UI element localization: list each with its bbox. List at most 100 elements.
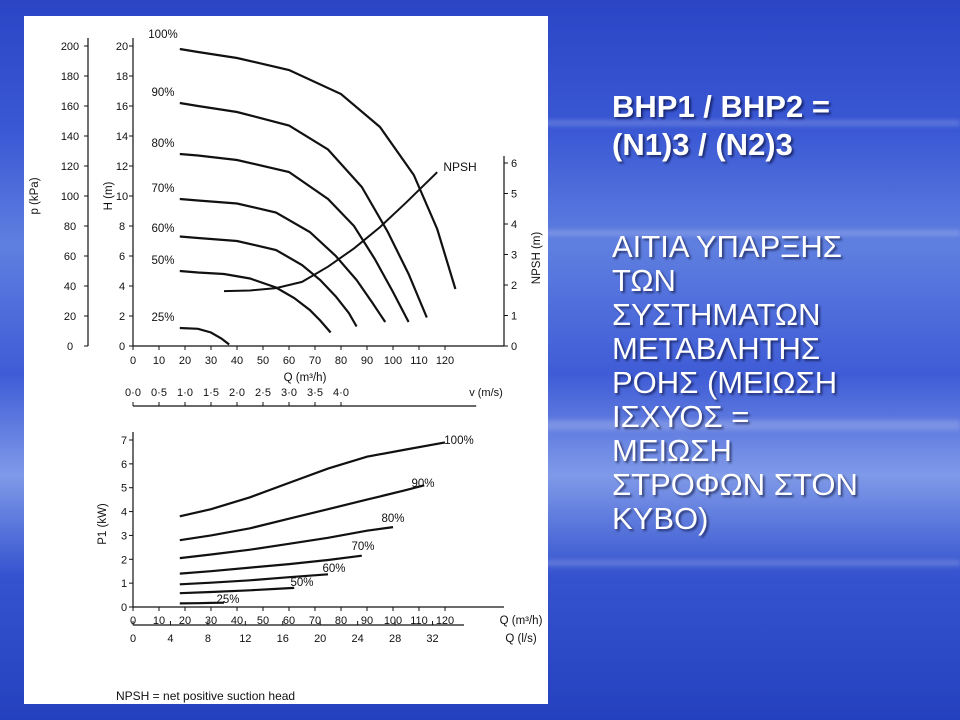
bullet-line: ΜΕΙΩΣΗ bbox=[612, 433, 732, 468]
top-q-tick-label: 60 bbox=[283, 355, 295, 367]
ls-tick-label: 4 bbox=[167, 633, 173, 645]
velocity-tick-label: 3·5 bbox=[307, 387, 323, 399]
head-curve-60pct bbox=[179, 235, 358, 328]
bullet-text: ΑΙΤΙΑ ΥΠΑΡΞΗΣ ΤΩΝ ΣΥΣΤΗΜΑΤΩΝ ΜΕΤΑΒΛΗΤΗΣ … bbox=[612, 230, 952, 536]
velocity-tick-label: 0·5 bbox=[151, 387, 167, 399]
bullet-line: ΣΤΡΟΦΩΝ ΣΤΟΝ bbox=[612, 467, 858, 502]
power-curve-label: 25% bbox=[216, 594, 239, 606]
pump-curves-svg: 0204060801001201401601802000246810121416… bbox=[29, 29, 543, 703]
power-tick-label: 2 bbox=[121, 554, 127, 566]
head-curve-50pct bbox=[179, 269, 332, 334]
head-curve-90pct bbox=[179, 101, 428, 318]
p-tick-label: 20 bbox=[64, 311, 76, 323]
bottom-q-tick-label: 80 bbox=[335, 615, 347, 627]
top-q-tick-label: 100 bbox=[384, 355, 402, 367]
ls-axis-title: Q (l/s) bbox=[505, 633, 536, 645]
h-axis-title: H (m) bbox=[103, 181, 115, 210]
power-tick-label: 4 bbox=[121, 507, 127, 519]
head-curve-label: 70% bbox=[151, 183, 174, 195]
bottom-q-tick-label: 90 bbox=[361, 615, 373, 627]
p-tick-label: 80 bbox=[64, 221, 76, 233]
npsh-tick-label: 2 bbox=[511, 280, 517, 292]
p-tick-label: 160 bbox=[61, 101, 79, 113]
npsh-axis-title: NPSH (m) bbox=[531, 232, 543, 285]
head-curve-label: 90% bbox=[151, 87, 174, 99]
h-tick-label: 12 bbox=[116, 161, 128, 173]
bottom-q-tick-label: 10 bbox=[153, 615, 165, 627]
bottom-q-tick-label: 110 bbox=[410, 615, 428, 627]
p-tick-label: 140 bbox=[61, 131, 79, 143]
npsh-tick-label: 4 bbox=[511, 219, 517, 231]
bullet-line: ΤΩΝ bbox=[612, 263, 676, 298]
top-q-tick-label: 80 bbox=[335, 355, 347, 367]
bottom-q-tick-label: 20 bbox=[179, 615, 191, 627]
ls-tick-label: 0 bbox=[130, 633, 136, 645]
velocity-tick-label: 4·0 bbox=[333, 387, 349, 399]
top-q-axis-title: Q (m³/h) bbox=[284, 372, 327, 384]
p-tick-label: 120 bbox=[61, 161, 79, 173]
ls-tick-label: 8 bbox=[205, 633, 211, 645]
bullet-line: ΡΟΗΣ (ΜΕΙΩΣΗ bbox=[612, 365, 838, 400]
power-axis-title: P1 (kW) bbox=[97, 503, 109, 545]
bottom-q-tick-label: 120 bbox=[436, 615, 454, 627]
power-curve-90pct bbox=[179, 484, 425, 542]
bottom-q-tick-label: 70 bbox=[309, 615, 321, 627]
footnote: NPSH = net positive suction head bbox=[116, 689, 295, 703]
top-q-tick-label: 90 bbox=[361, 355, 373, 367]
velocity-tick-label: 0·0 bbox=[125, 387, 141, 399]
power-curve-label: 50% bbox=[290, 577, 313, 589]
bottom-q-tick-label: 60 bbox=[283, 615, 295, 627]
top-q-tick-label: 50 bbox=[257, 355, 269, 367]
top-q-tick-label: 70 bbox=[309, 355, 321, 367]
velocity-tick-label: 2·0 bbox=[229, 387, 245, 399]
top-q-tick-label: 110 bbox=[410, 355, 428, 367]
npsh-tick-label: 3 bbox=[511, 250, 517, 262]
h-tick-label: 8 bbox=[119, 221, 125, 233]
velocity-axis-title: v (m/s) bbox=[469, 387, 503, 399]
pump-performance-figure: 0 20 40 60 80 100 120 140 160 180 200 0 2 4 6 8 10 12 14 16… bbox=[24, 16, 548, 704]
bullet-line: ΚΥΒΟ) bbox=[612, 501, 709, 536]
top-q-tick-label: 40 bbox=[231, 355, 243, 367]
h-tick-label: 14 bbox=[116, 131, 128, 143]
head-curve-80pct bbox=[179, 152, 410, 323]
npsh-tick-label: 6 bbox=[511, 158, 517, 170]
head-curve-label: 100% bbox=[148, 29, 177, 41]
velocity-tick-label: 1·5 bbox=[203, 387, 219, 399]
power-curve-80pct bbox=[179, 526, 394, 560]
velocity-tick-label: 1·0 bbox=[177, 387, 193, 399]
power-tick-label: 5 bbox=[121, 483, 127, 495]
affinity-formula: BHP1 / BHP2 = (N1)3 / (N2)3 bbox=[612, 88, 952, 164]
h-tick-label: 6 bbox=[119, 251, 125, 263]
power-tick-label: 3 bbox=[121, 530, 127, 542]
ls-tick-label: 20 bbox=[314, 633, 326, 645]
slide-text-panel: BHP1 / BHP2 = (N1)3 / (N2)3 ΑΙΤΙΑ ΥΠΑΡΞΗ… bbox=[612, 88, 952, 536]
h-tick-label: 2 bbox=[119, 311, 125, 323]
power-curve-label: 80% bbox=[381, 513, 404, 525]
power-tick-label: 7 bbox=[121, 435, 127, 447]
npsh-tick-label: 5 bbox=[511, 189, 517, 201]
npsh-tick-label: 1 bbox=[511, 311, 517, 323]
head-curve-label: 50% bbox=[151, 255, 174, 267]
power-curve-label: 60% bbox=[322, 563, 345, 575]
head-curve-label: 80% bbox=[151, 138, 174, 150]
top-q-tick-label: 0 bbox=[130, 355, 136, 367]
velocity-tick-label: 2·5 bbox=[255, 387, 271, 399]
head-curve-label: 25% bbox=[151, 312, 174, 324]
power-curve-100pct bbox=[179, 441, 446, 518]
formula-line: (N1)3 / (N2)3 bbox=[612, 127, 793, 162]
head-curve-label: 60% bbox=[151, 223, 174, 235]
head-curve-100pct bbox=[179, 47, 457, 290]
ls-tick-label: 16 bbox=[277, 633, 289, 645]
top-q-tick-label: 120 bbox=[436, 355, 454, 367]
top-q-tick-label: 10 bbox=[153, 355, 165, 367]
bullet-line: ΙΣΧΥΟΣ = bbox=[612, 399, 750, 434]
power-curve-60pct bbox=[179, 573, 329, 586]
power-curve-25pct bbox=[179, 601, 225, 605]
h-tick-label: 18 bbox=[116, 71, 128, 83]
bottom-q-tick-label: 100 bbox=[384, 615, 402, 627]
ls-tick-label: 28 bbox=[389, 633, 401, 645]
bottom-q-axis-title: Q (m³/h) bbox=[500, 615, 543, 627]
ls-tick-label: 12 bbox=[239, 633, 251, 645]
h-tick-label: 20 bbox=[116, 41, 128, 53]
power-tick-label: 6 bbox=[121, 459, 127, 471]
